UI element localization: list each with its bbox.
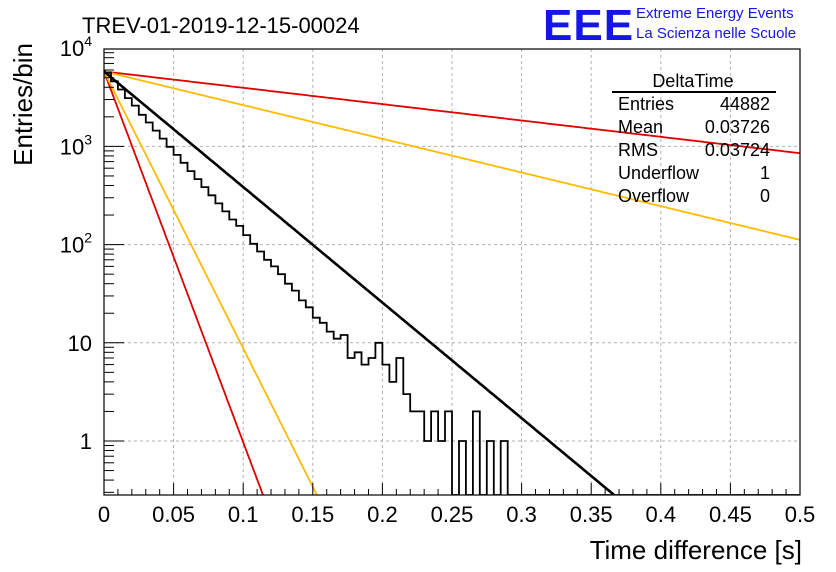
x-tick-label: 0.5 bbox=[785, 502, 816, 527]
y-tick-label: 1 bbox=[80, 429, 92, 454]
stats-value: 0.03724 bbox=[705, 140, 770, 160]
curves bbox=[104, 70, 800, 495]
stats-box-name: DeltaTime bbox=[652, 71, 733, 91]
curve-red-steep bbox=[104, 71, 264, 495]
eee-logo-line1: Extreme Energy Events bbox=[636, 5, 794, 22]
stats-label: Overflow bbox=[618, 186, 690, 206]
stats-value: 0 bbox=[760, 186, 770, 206]
y-tick-label: 10 bbox=[68, 331, 92, 356]
curve-fit bbox=[104, 70, 617, 495]
curve-orange-shallow bbox=[104, 70, 800, 241]
stats-label: Entries bbox=[618, 94, 674, 114]
stats-value: 44882 bbox=[720, 94, 770, 114]
eee-logo-line2: La Scienza nelle Scuole bbox=[636, 25, 796, 42]
eee-logo-text: EEE bbox=[543, 1, 634, 50]
stats-label: RMS bbox=[618, 140, 658, 160]
x-tick-label: 0.35 bbox=[570, 502, 613, 527]
y-tick-label: 104 bbox=[60, 33, 92, 61]
curve-orange-steep bbox=[104, 71, 318, 495]
x-tick-label: 0 bbox=[98, 502, 110, 527]
x-tick-label: 0.45 bbox=[709, 502, 752, 527]
x-tick-label: 0.1 bbox=[228, 502, 259, 527]
x-axis-title: Time difference [s] bbox=[590, 535, 802, 565]
x-tick-label: 0.2 bbox=[367, 502, 398, 527]
x-tick-labels: 0 0.05 0.1 0.15 0.2 0.25 0.3 0.35 0.4 0.45 0.5 bbox=[98, 502, 815, 527]
curve-red-shallow bbox=[104, 70, 800, 155]
stats-value: 0.03726 bbox=[705, 117, 770, 137]
x-tick-label: 0.4 bbox=[646, 502, 677, 527]
stats-value: 1 bbox=[760, 163, 770, 183]
y-tick-label: 102 bbox=[60, 230, 92, 258]
fit-curve-group bbox=[104, 70, 617, 495]
x-tick-label: 0.25 bbox=[431, 502, 474, 527]
stats-label: Mean bbox=[618, 117, 663, 137]
y-tick-label: 103 bbox=[60, 131, 92, 159]
x-tick-label: 0.3 bbox=[506, 502, 537, 527]
stats-box: DeltaTime Entries 44882 Mean 0.03726 RMS 0.03… bbox=[612, 71, 776, 206]
chart-title: TREV-01-2019-12-15-00024 bbox=[82, 13, 360, 38]
x-tick-label: 0.15 bbox=[291, 502, 334, 527]
stats-label: Underflow bbox=[618, 163, 700, 183]
axis-ticks bbox=[103, 52, 801, 495]
x-tick-label: 0.05 bbox=[152, 502, 195, 527]
y-axis-title: Entries/bin bbox=[8, 43, 38, 166]
eee-logo: EEE Extreme Energy Events La Scienza nel… bbox=[543, 1, 796, 50]
y-tick-labels: 1 10 102 103 104 bbox=[60, 33, 92, 454]
histogram bbox=[104, 72, 800, 495]
